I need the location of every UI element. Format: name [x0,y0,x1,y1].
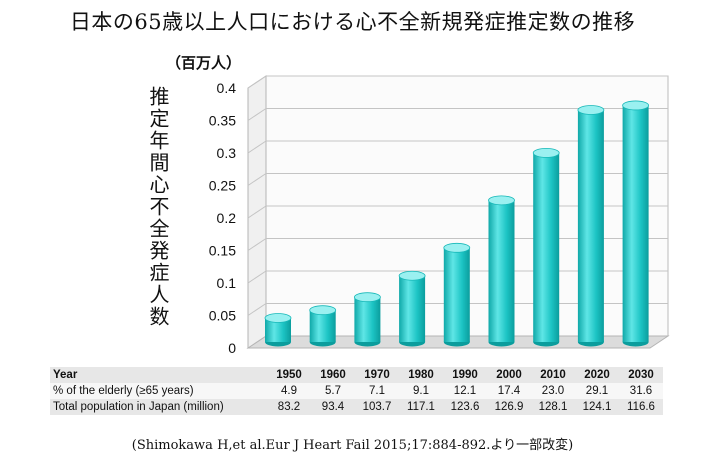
bar-2030 [622,100,649,347]
y-tick-label: 0.2 [217,210,237,226]
table-cell: 2000 [487,367,531,383]
y-tick-label: 0.15 [209,243,236,259]
grid-line [247,140,267,154]
table-cell: 12.1 [443,383,487,399]
bar-1990 [443,242,471,347]
bar-top [577,105,605,115]
y-tick-label: 0 [228,340,236,356]
bar-1970 [353,292,381,347]
bar-body [309,310,336,342]
chart-title: 日本の65歳以上人口における心不全新規発症推定数の推移 [69,10,636,34]
table-cell: 2010 [531,367,575,383]
grid-line [247,173,267,186]
table-cell: 1950 [267,367,311,383]
table-cell: 23.0 [531,383,575,399]
table-cell: 2020 [575,367,619,383]
bar-top [353,292,381,303]
grid-line [247,75,267,89]
table-cell: 126.9 [487,399,531,415]
table-cell: 2030 [619,367,663,383]
y-axis-unit: （百万人） [166,54,242,72]
grid-line [247,205,267,219]
y-tick-label: 0.25 [209,178,236,194]
bar-body [399,275,426,342]
y-tick-label: 0.4 [217,80,237,96]
table-cell: 29.1 [575,383,619,399]
grid-line [247,108,267,121]
table-cell: 1980 [399,367,443,383]
table-cell: 103.7 [355,399,399,415]
grid-line [247,270,267,284]
y-tick-labels: 0 0.05 0.1 0.15 0.2 0.25 0.3 0.35 0.4 [209,80,236,356]
grid-line [247,303,267,316]
bar-top [398,270,426,281]
table-row: Total population in Japan (million) 83.2 9… [50,399,663,415]
bar-top [622,100,649,111]
bar-2010 [532,147,560,347]
bar-body [577,110,604,342]
source-citation: (Shimokawa H,et al.Eur J Heart Fail 2015… [131,438,574,453]
grid-line [247,238,267,251]
table-cell: 5.7 [311,383,355,399]
bar-1980 [398,270,426,347]
bar-top [488,195,515,206]
bar-top [309,305,337,316]
table-cell: 1960 [311,367,355,383]
data-table: Year 1950 1960 1970 1980 1990 2000 2010 2020 2030… [50,367,663,415]
bar-1960 [309,305,337,347]
bar-2020 [577,105,605,347]
bar-top [443,242,471,253]
bars [264,100,649,347]
table-cell: 83.2 [267,399,311,415]
table-cell: 123.6 [443,399,487,415]
y-tick-label: 0.3 [217,145,237,161]
table-row: % of the elderly (≥65 years) 4.9 5.7 7.1 9.1… [50,383,663,399]
y-tick-label: 0.05 [209,308,236,324]
table-row: Year 1950 1960 1970 1980 1990 2000 2010 2020 2030 [50,367,663,383]
table-row-label: Year [50,367,267,383]
table-cell: 117.1 [399,399,443,415]
table-cell: 93.4 [311,399,355,415]
bar-body [533,152,560,342]
bar-body [488,200,515,342]
bar-body [443,247,470,342]
bar-chart: 0 0.05 0.1 0.15 0.2 0.25 0.3 0.35 0.4 [209,75,670,356]
table-row-label: Total population in Japan (million) [50,399,267,415]
bar-body [354,297,381,342]
bar-top [532,147,560,158]
bar-top [264,313,292,323]
table-cell: 124.1 [575,399,619,415]
bar-1950 [264,313,292,347]
y-axis-label: 推定年間心不全発症人数 [146,86,170,328]
table-cell: 7.1 [355,383,399,399]
table-row-label: % of the elderly (≥65 years) [50,383,267,399]
bar-body [622,105,649,342]
table-cell: 1970 [355,367,399,383]
grid-layer [246,75,670,349]
y-tick-label: 0.1 [217,275,237,291]
table-cell: 9.1 [399,383,443,399]
table-cell: 31.6 [619,383,663,399]
table-cell: 17.4 [487,383,531,399]
table-cell: 4.9 [267,383,311,399]
table-cell: 1990 [443,367,487,383]
table-cell: 116.6 [619,399,663,415]
bar-2000 [488,195,515,347]
y-tick-label: 0.35 [209,113,236,129]
table-cell: 128.1 [531,399,575,415]
